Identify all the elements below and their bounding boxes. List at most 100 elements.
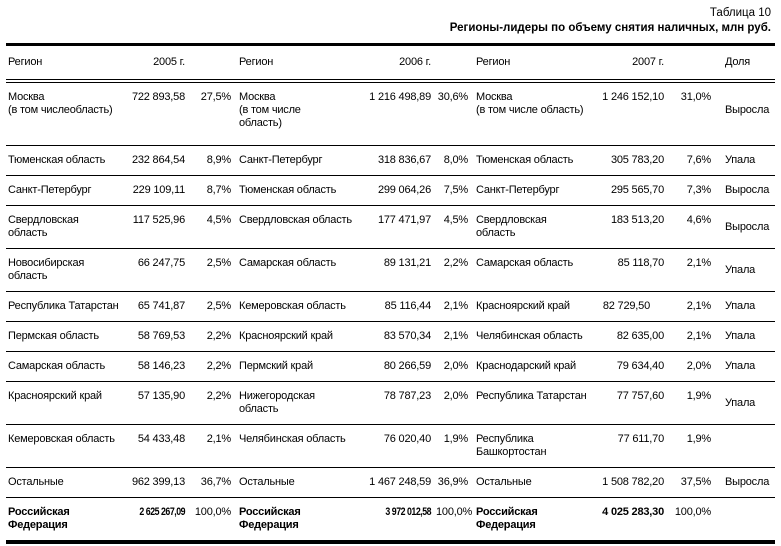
percent-2007-cell: 31,0% [680,91,711,103]
region-2006-cell: Кемеровская область [237,291,361,322]
value-2007-cell: 82 729,50 [594,291,669,322]
header-share: Доля [717,44,775,83]
value-2006-cell: 318 836,67 [361,145,436,176]
value-2006-cell: 76 020,40 [361,424,436,468]
percent-2005-cell: 2,2% [190,321,237,352]
percent-2006-cell: 8,0% [436,145,474,176]
region-2007-cell: Санкт-Петербург [474,175,594,206]
value-2006-cell: 80 266,59 [361,351,436,382]
region-2005-cell: Санкт-Петербург [6,175,118,206]
value-2007-cell: 85 118,70 [594,248,669,292]
region-2007-cell: Свердловская область [474,205,594,249]
table-row: Остальные 962 399,13 36,7% Остальные 1 467 2… [6,467,775,498]
share-trend-cell [717,497,775,542]
region-2007-cell: Самарская область [474,248,594,292]
region-2007-cell: Краснодарский край [474,351,594,382]
percent-2007-cell: 2,1% [669,321,717,352]
value-2005-cell: 57 135,90 [118,381,190,425]
table-row: Санкт-Петербург 229 109,11 8,7% Тюменская о… [6,175,775,206]
table-row: Москва (в том числеобласть) 722 893,58 27,… [6,81,775,146]
percent-2006-cell: 2,2% [436,248,474,292]
region-2006-cell: Челябинская область [237,424,361,468]
value-2005-cell: 962 399,13 [118,467,190,498]
percent-2006-cell: 2,0% [436,351,474,382]
condensed-number: 3 972 012,58 [385,506,431,518]
percent-2005-cell: 4,5% [190,205,237,249]
region-2007-cell: Москва (в том числе область) [476,91,584,116]
percent-2007-cell: 1,9% [669,424,717,468]
region-2005-cell: Российская Федерация [6,497,118,542]
region-2006-cell: Пермский край [237,351,361,382]
header-row: Регион 2005 г. Регион 2006 г. Регион 200… [6,44,775,83]
percent-2007-cell: 37,5% [669,467,717,498]
region-2005-cell: Остальные [6,467,118,498]
percent-2007-cell: 2,0% [669,351,717,382]
value-2007-cell: 77 611,70 [594,424,669,468]
header-region-2007: Регион [474,44,594,83]
share-trend-cell [717,424,775,468]
table-row: Республика Татарстан 65 741,87 2,5% Кемеров… [6,291,775,322]
value-2007-cell: 82 635,00 [594,321,669,352]
value-2007-cell: 79 634,40 [594,351,669,382]
value-2006-cell: 3 972 012,58 [361,497,436,542]
header-year-2006: 2006 г. [361,44,436,83]
percent-2006-cell: 1,9% [436,424,474,468]
header-year-2007: 2007 г. [594,44,669,83]
region-2006-cell: Свердловская область [237,205,361,249]
table-header: Регион 2005 г. Регион 2006 г. Регион 200… [6,44,775,83]
percent-2007-cell: 2,1% [669,248,717,292]
region-2006-cell: Санкт-Петербург [237,145,361,176]
share-trend-cell: Упала [717,291,775,322]
region-2006-cell: Самарская область [237,248,361,292]
region-2007-cell: Российская Федерация [474,497,594,542]
header-region-2005: Регион [6,44,118,83]
value-2005-cell: 229 109,11 [118,175,190,206]
table-row: Тюменская область 232 864,54 8,9% Санкт-Пет… [6,145,775,176]
region-2006-cell: Красноярский край [237,321,361,352]
value-2006-cell: 299 064,26 [361,175,436,206]
percent-2006-cell: 2,1% [436,321,474,352]
value-2007-cell: 305 783,20 [594,145,669,176]
percent-2007-cell: 1,9% [669,381,717,425]
value-2005-cell: 65 741,87 [118,291,190,322]
percent-2007-cell: 2,1% [669,291,717,322]
percent-2005-cell: 2,5% [190,248,237,292]
region-2005-cell: Красноярский край [6,381,118,425]
percent-2006-cell: 30,6% [437,91,468,103]
value-2006-cell: 177 471,97 [361,205,436,249]
value-2005-cell: 54 433,48 [118,424,190,468]
value-2007-cell: 183 513,20 [594,205,669,249]
table-body: Москва (в том числеобласть) 722 893,58 27,… [6,81,775,542]
header-pct-2006 [436,44,474,83]
region-2007-cell: Челябинская область [474,321,594,352]
region-2006-cell: Москва (в том числе область) [239,91,301,129]
share-trend-cell: Упала [717,351,775,382]
table-row: Кемеровская область 54 433,48 2,1% Челябинс… [6,424,775,468]
region-2007-cell: Республика Башкортостан [474,424,594,468]
header-year-2005: 2005 г. [118,44,190,83]
share-trend-cell: Выросла [717,175,775,206]
percent-2006-cell: 4,5% [436,205,474,249]
share-trend-cell: Упала [717,145,775,176]
header-pct-2007 [669,44,717,83]
region-2006-cell: Тюменская область [237,175,361,206]
value-2005-cell: 58 769,53 [118,321,190,352]
header-pct-2005 [190,44,237,83]
table-row: Пермская область 58 769,53 2,2% Красноярски… [6,321,775,352]
table-title: Регионы-лидеры по объему снятия наличных… [449,22,771,34]
table-row: Красноярский край 57 135,90 2,2% Нижегородс… [6,381,775,425]
value-2005-cell: 2 625 267,09 [118,497,190,542]
value-2005-cell: 722 893,58 [131,91,185,103]
percent-2007-cell: 100,0% [669,497,717,542]
table-caption: Таблица 10 Регионы-лидеры по объему снят… [6,4,775,43]
value-2005-cell: 66 247,75 [118,248,190,292]
percent-2005-cell: 27,5% [200,91,231,103]
percent-2005-cell: 2,2% [190,381,237,425]
value-2006-cell: 78 787,23 [361,381,436,425]
percent-2005-cell: 8,7% [190,175,237,206]
value-2006-cell: 89 131,21 [361,248,436,292]
percent-2005-cell: 2,1% [190,424,237,468]
percent-2005-cell: 2,5% [190,291,237,322]
table-number: Таблица 10 [709,7,771,19]
